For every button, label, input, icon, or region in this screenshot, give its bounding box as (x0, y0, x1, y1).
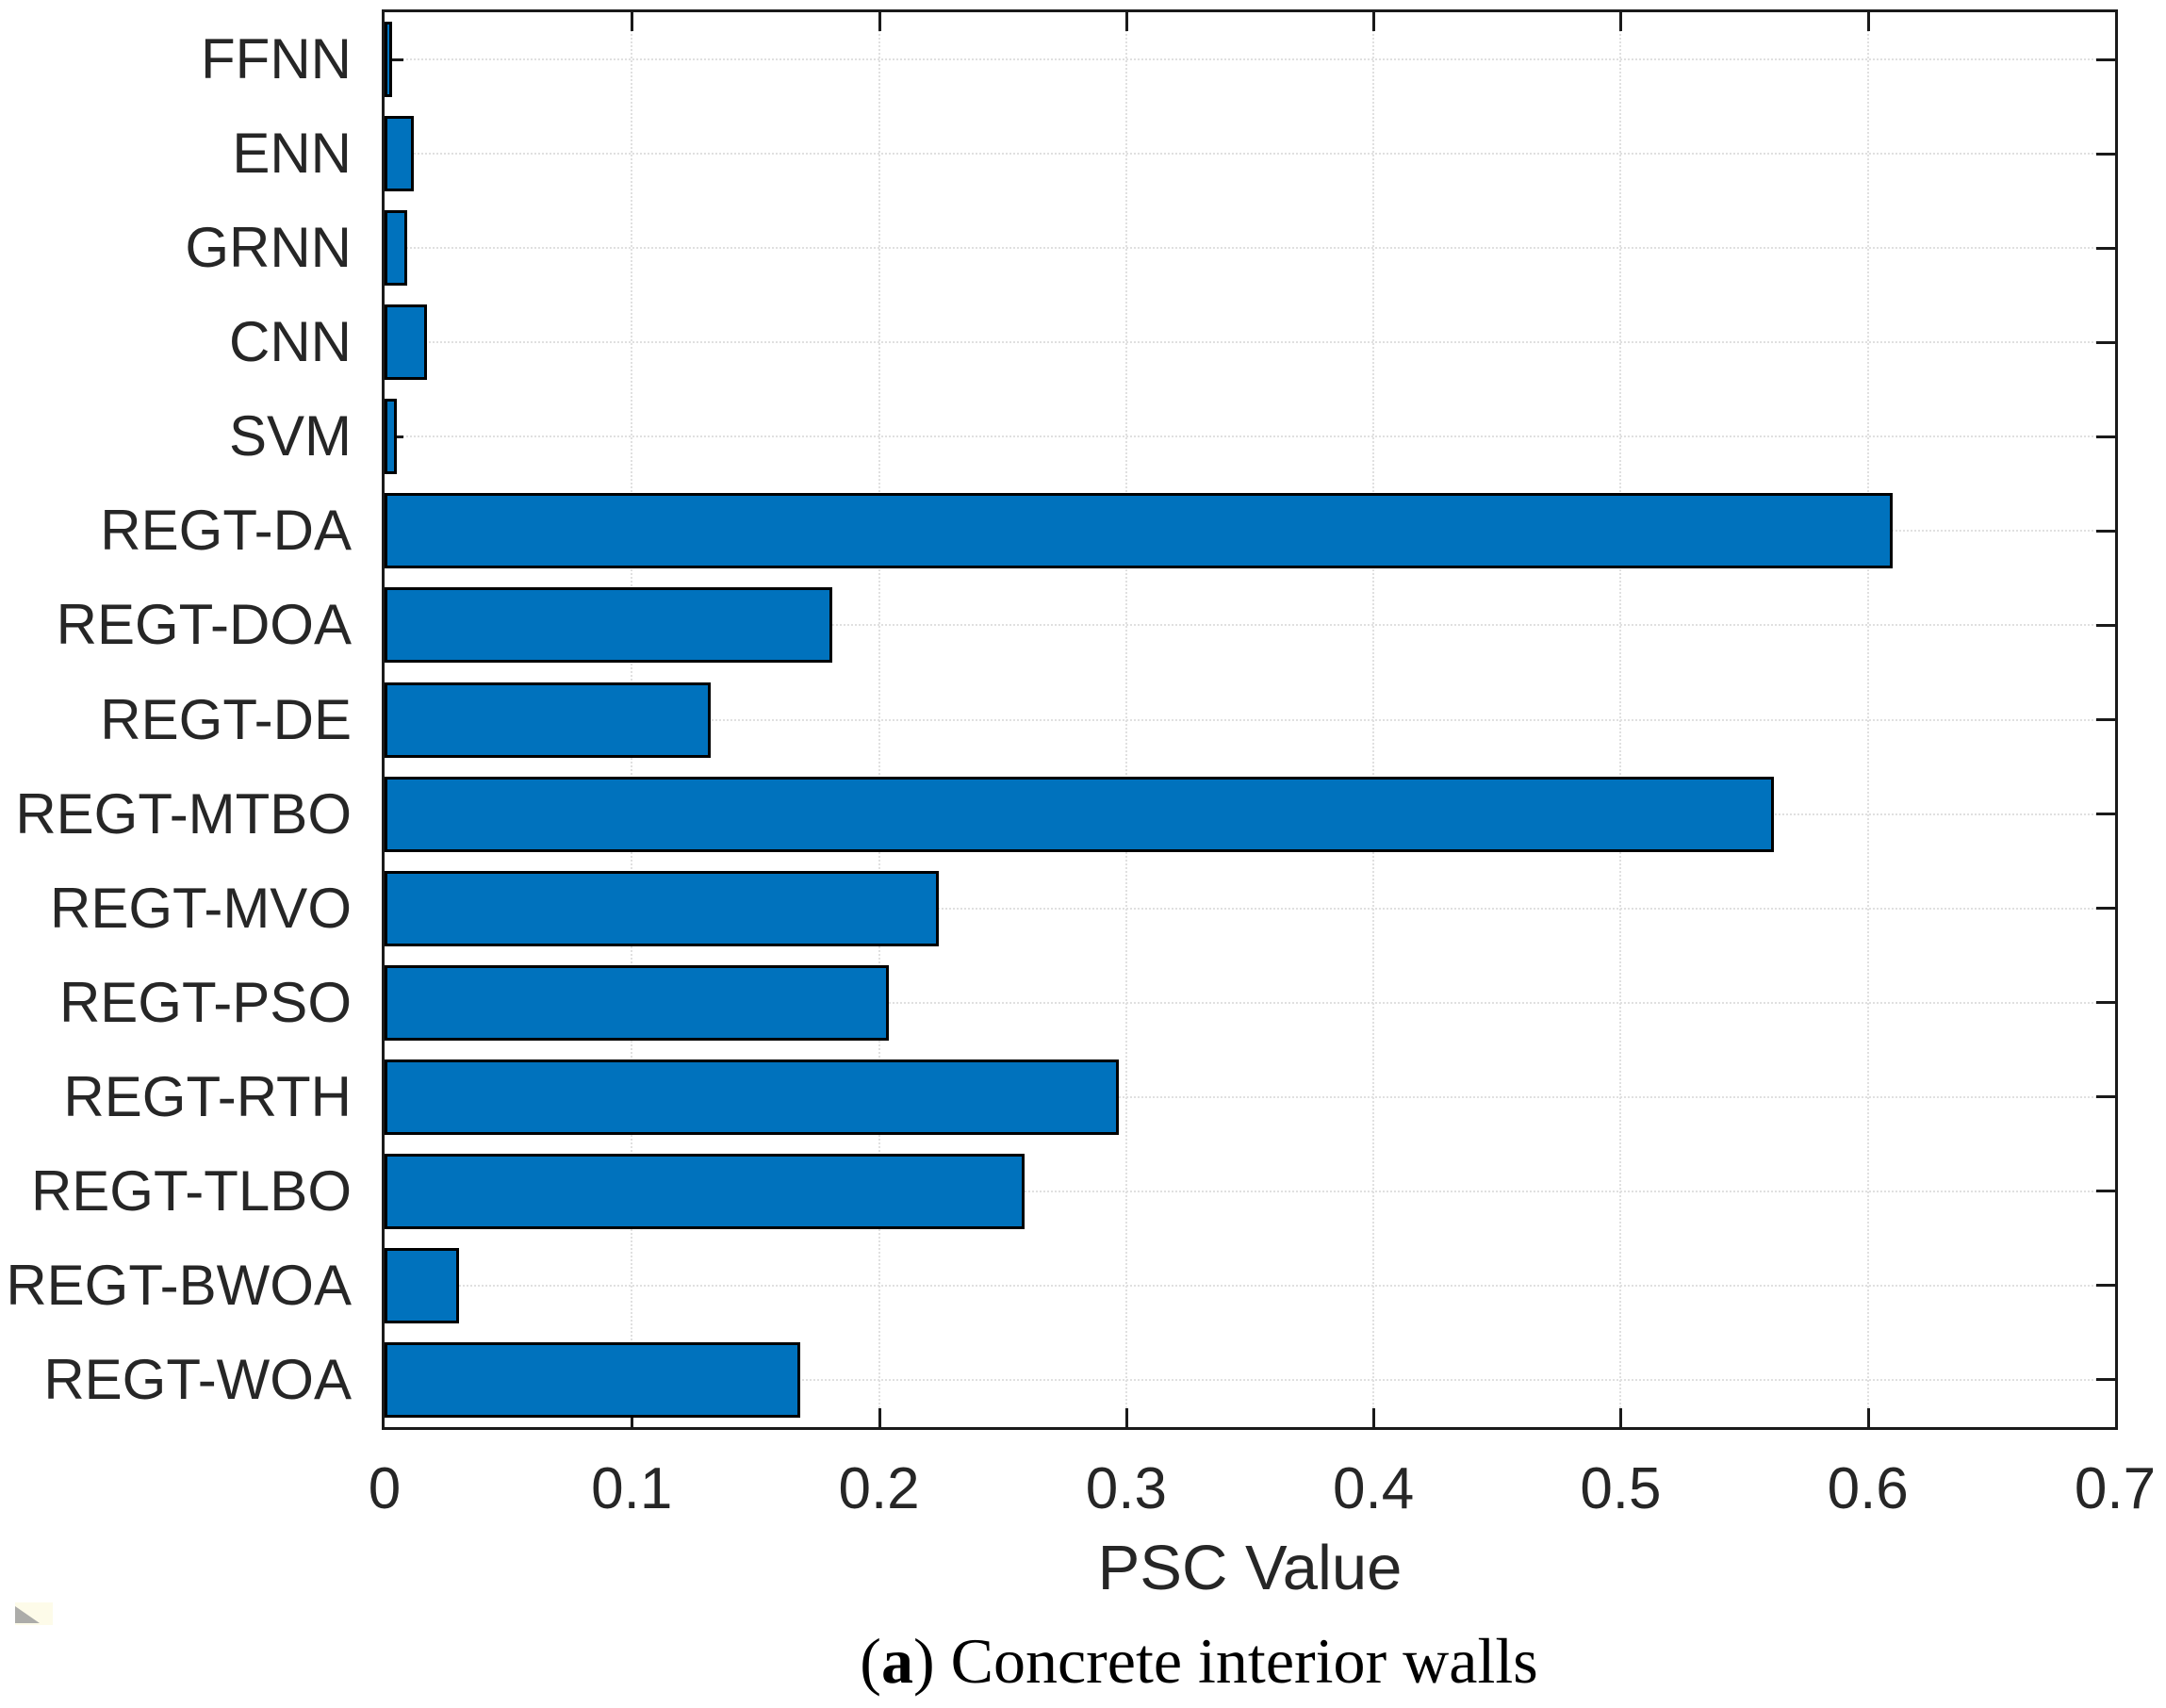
bar-enn (385, 116, 415, 192)
y-tick-label-enn: ENN (232, 122, 352, 186)
y-gridline (385, 58, 2115, 61)
x-axis-title: PSC Value (1097, 1533, 1403, 1603)
y-tick-label-regt-da: REGT-DA (100, 499, 352, 563)
y-tick-right (2096, 1095, 2115, 1099)
x-tick-top (1619, 12, 1623, 31)
bar-ffnn (385, 22, 392, 98)
x-tick-label-0.1: 0.1 (591, 1456, 673, 1521)
y-tick-label-svm: SVM (228, 404, 352, 468)
y-tick-right (2096, 57, 2115, 61)
bar-regt-mtbo (385, 776, 1775, 852)
y-tick-label-regt-rth: REGT-RTH (63, 1064, 352, 1128)
y-tick-label-grnn: GRNN (185, 216, 352, 280)
x-tick-top (878, 12, 881, 31)
x-tick-bottom (631, 1408, 634, 1427)
y-tick-label-regt-mvo: REGT-MVO (49, 876, 352, 940)
bar-svm (385, 399, 398, 475)
y-tick-right (2096, 340, 2115, 344)
bar-grnn (385, 210, 407, 287)
y-gridline (385, 341, 2115, 344)
x-tick-bottom (1124, 1408, 1128, 1427)
y-tick-right (2096, 813, 2115, 816)
y-gridline (385, 1378, 2115, 1381)
y-tick-label-ffnn: FFNN (201, 27, 352, 91)
y-tick-right (2096, 1284, 2115, 1288)
x-tick-label-0.6: 0.6 (1827, 1456, 1909, 1521)
x-tick-top (1866, 12, 1870, 31)
y-tick-label-regt-mtbo: REGT-MTBO (15, 781, 352, 846)
x-tick-label-0: 0 (368, 1456, 402, 1521)
bar-regt-mvo (385, 870, 939, 946)
y-tick-right (2096, 435, 2115, 438)
y-tick-right (2096, 1001, 2115, 1005)
caption-text: Concrete interior walls (934, 1625, 1538, 1697)
figure-caption: (a) Concrete interior walls (860, 1619, 1537, 1702)
caption-open-paren: ( (860, 1625, 881, 1697)
y-tick-label-regt-de: REGT-DE (100, 687, 352, 751)
y-gridline (385, 1095, 2115, 1098)
x-tick-label-0.5: 0.5 (1580, 1456, 1662, 1521)
y-gridline (385, 1284, 2115, 1287)
caption-marker: a (880, 1625, 913, 1697)
y-tick-label-regt-tlbo: REGT-TLBO (30, 1158, 352, 1223)
bar-regt-pso (385, 964, 890, 1041)
y-tick-label-cnn: CNN (229, 310, 352, 374)
y-tick-right (2096, 246, 2115, 250)
x-tick-label-0.4: 0.4 (1333, 1456, 1415, 1521)
bar-regt-bwoa (385, 1247, 459, 1323)
caption-close-paren: ) (912, 1625, 935, 1697)
y-tick-left (385, 57, 403, 61)
y-tick-right (2096, 152, 2115, 156)
y-tick-right (2096, 718, 2115, 721)
y-gridline (385, 907, 2115, 910)
y-tick-right (2096, 907, 2115, 911)
x-tick-label-0.7: 0.7 (2074, 1456, 2157, 1521)
y-gridline (385, 435, 2115, 438)
x-tick-top (1124, 12, 1128, 31)
y-gridline (385, 718, 2115, 721)
y-tick-right (2096, 623, 2115, 627)
bar-regt-woa (385, 1341, 800, 1418)
x-tick-bottom (1866, 1408, 1870, 1427)
cursor-artifact-icon (15, 1606, 40, 1623)
y-gridline (385, 624, 2115, 627)
screenshot-artifact (15, 1602, 53, 1625)
x-tick-top (631, 12, 634, 31)
x-tick-label-0.2: 0.2 (838, 1456, 920, 1521)
x-tick-top (1372, 12, 1376, 31)
x-tick-bottom (878, 1408, 881, 1427)
bar-regt-doa (385, 587, 832, 664)
y-gridline (385, 1001, 2115, 1004)
y-gridline (385, 247, 2115, 250)
y-tick-right (2096, 529, 2115, 533)
bar-regt-tlbo (385, 1153, 1026, 1229)
bar-regt-da (385, 493, 1893, 569)
plot-area (382, 9, 2118, 1430)
y-tick-label-regt-doa: REGT-DOA (56, 593, 352, 657)
y-tick-right (2096, 1190, 2115, 1193)
y-tick-label-regt-pso: REGT-PSO (58, 970, 352, 1034)
y-tick-right (2096, 1378, 2115, 1382)
bar-cnn (385, 304, 427, 381)
bar-regt-de (385, 682, 712, 758)
x-tick-bottom (1619, 1408, 1623, 1427)
y-gridline (385, 1190, 2115, 1192)
x-tick-bottom (1372, 1408, 1376, 1427)
y-gridline (385, 153, 2115, 156)
bar-regt-rth (385, 1059, 1119, 1135)
y-tick-label-regt-bwoa: REGT-BWOA (6, 1253, 352, 1317)
y-tick-label-regt-woa: REGT-WOA (43, 1347, 352, 1411)
x-tick-label-0.3: 0.3 (1085, 1456, 1167, 1521)
